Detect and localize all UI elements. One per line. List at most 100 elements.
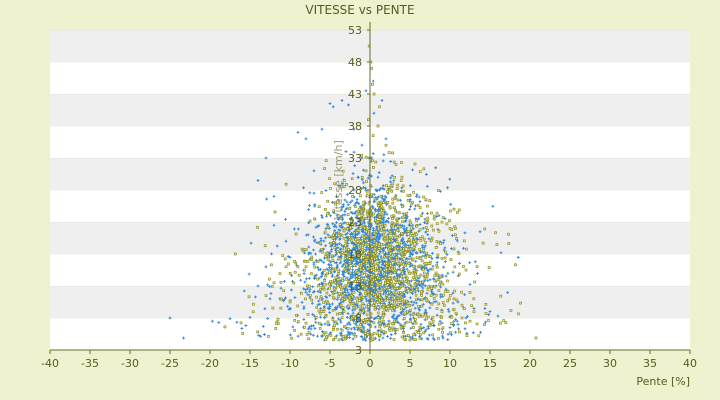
data-point: [441, 241, 445, 245]
data-point: [371, 83, 374, 86]
data-point: [379, 254, 383, 258]
data-point: [354, 246, 358, 250]
data-point: [370, 193, 373, 197]
data-point: [405, 276, 409, 280]
data-point: [347, 229, 351, 233]
data-point: [400, 256, 404, 259]
data-point: [390, 283, 394, 287]
data-point: [432, 297, 436, 300]
data-point: [322, 269, 326, 272]
data-point: [496, 314, 500, 318]
data-point: [256, 330, 260, 334]
data-point: [349, 302, 353, 306]
data-point: [400, 298, 404, 301]
data-point: [372, 293, 376, 297]
data-point: [372, 286, 376, 290]
data-point: [411, 271, 415, 275]
data-point: [475, 265, 479, 268]
data-point: [280, 297, 283, 301]
data-point: [316, 290, 320, 293]
data-point: [399, 312, 403, 316]
data-point: [352, 318, 356, 322]
data-point: [366, 255, 370, 259]
data-point: [322, 333, 325, 337]
data-point: [401, 220, 404, 224]
data-point: [391, 245, 394, 249]
data-point: [387, 151, 391, 154]
data-point: [434, 271, 438, 275]
data-point: [382, 187, 386, 191]
data-point: [386, 335, 389, 338]
data-point: [468, 283, 472, 286]
data-point: [357, 219, 361, 223]
data-point: [378, 233, 382, 237]
data-point: [378, 223, 382, 227]
data-point: [363, 271, 367, 274]
data-point: [302, 307, 306, 311]
data-point: [344, 235, 348, 239]
data-point: [322, 239, 326, 243]
data-point: [383, 255, 386, 259]
data-point: [378, 319, 382, 323]
data-point: [430, 302, 434, 306]
data-point: [315, 306, 319, 309]
data-point: [353, 164, 357, 168]
data-point: [352, 333, 356, 336]
data-point: [252, 302, 255, 306]
data-point: [374, 251, 378, 255]
data-point: [432, 338, 436, 342]
x-tick-label: 20: [523, 357, 537, 370]
data-point: [388, 188, 392, 192]
data-point: [358, 296, 361, 300]
data-point: [342, 273, 345, 277]
data-point: [345, 227, 349, 231]
data-point: [476, 272, 479, 275]
data-point: [395, 256, 398, 259]
data-point: [365, 194, 369, 197]
data-point: [395, 273, 399, 277]
data-point: [279, 286, 283, 290]
data-point: [359, 266, 362, 269]
data-point: [348, 200, 352, 204]
data-point: [336, 250, 340, 253]
data-point: [455, 319, 459, 323]
data-point: [318, 258, 322, 262]
data-point: [394, 332, 397, 335]
data-point: [438, 319, 442, 323]
data-point: [360, 282, 364, 286]
data-point: [335, 312, 339, 316]
data-point: [449, 331, 452, 334]
data-point: [304, 297, 307, 301]
data-point: [315, 295, 318, 299]
data-point: [389, 333, 393, 337]
data-point: [272, 195, 276, 198]
data-point: [449, 322, 453, 326]
data-point: [372, 252, 375, 256]
data-point: [457, 208, 461, 212]
data-point: [422, 271, 426, 275]
data-point: [450, 247, 453, 250]
data-point: [451, 270, 455, 274]
data-point: [356, 259, 360, 262]
data-point: [354, 210, 357, 214]
data-point: [419, 322, 423, 326]
data-point: [450, 315, 454, 319]
data-point: [332, 209, 336, 213]
data-point: [464, 268, 468, 272]
data-point: [371, 159, 374, 163]
data-point: [409, 317, 413, 321]
data-point: [345, 277, 348, 281]
data-point: [310, 255, 314, 259]
data-point: [303, 268, 306, 272]
data-point: [359, 239, 363, 243]
data-point: [395, 328, 399, 331]
data-point: [239, 321, 243, 325]
data-point: [422, 268, 425, 271]
data-point: [333, 324, 336, 327]
y-tick-label: 33: [348, 152, 362, 165]
data-point: [340, 243, 344, 247]
data-point: [444, 274, 448, 278]
data-point: [413, 233, 416, 237]
data-point: [394, 163, 398, 166]
data-point: [424, 255, 428, 259]
